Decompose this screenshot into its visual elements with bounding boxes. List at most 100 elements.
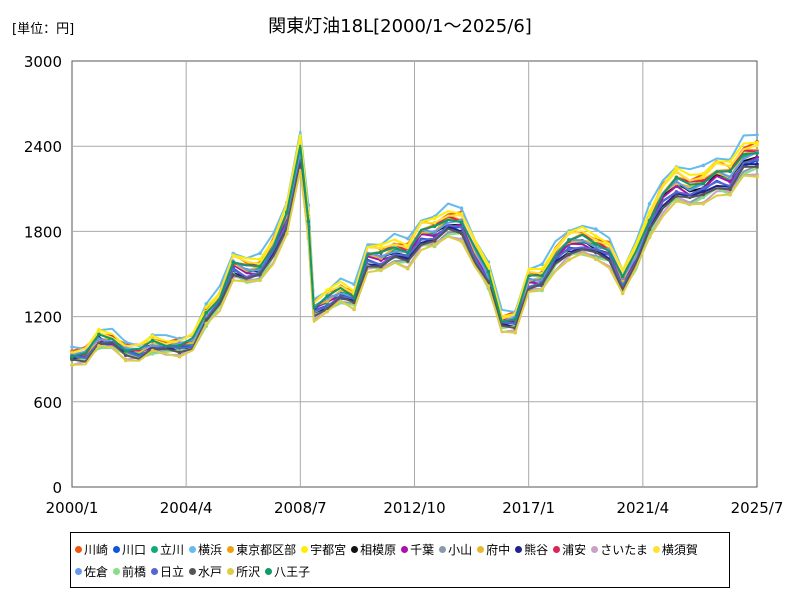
series-point (728, 192, 732, 197)
legend-item: 川口 (113, 538, 146, 560)
y-tick-label: 0 (52, 479, 62, 497)
series-point (150, 348, 155, 353)
legend-label: 東京都区部 (236, 542, 297, 557)
legend-marker-icon (75, 567, 82, 575)
series-point (567, 247, 571, 251)
series-point (432, 243, 437, 247)
series-point (379, 265, 383, 269)
series-point (325, 299, 330, 304)
chart-title: 関東灯油18L[2000/1～2025/6] (268, 16, 532, 37)
series-point (325, 309, 330, 314)
legend-item: 川崎 (75, 538, 108, 560)
series-point (594, 234, 598, 238)
x-tick-label: 2000/1 (46, 499, 99, 517)
legend-marker-icon (401, 545, 409, 553)
series-point (70, 357, 74, 362)
legend-label: 佐倉 (84, 564, 109, 579)
series-point (325, 294, 330, 298)
series-point (540, 262, 544, 267)
series-point (432, 216, 437, 220)
series-point (432, 239, 437, 243)
legend-item: 横浜 (189, 538, 222, 560)
series-point (540, 274, 544, 278)
series-point (755, 162, 759, 166)
legend-label: 水戸 (198, 564, 223, 579)
series-point (459, 206, 464, 210)
legend-label: 八王子 (274, 564, 311, 579)
legend-label: 横浜 (198, 542, 223, 557)
series-point (594, 247, 598, 251)
series-point (755, 174, 759, 179)
series-point (97, 337, 101, 341)
series-point (285, 231, 289, 236)
legend-item: 府中 (477, 538, 510, 560)
series-point (352, 295, 356, 300)
legend-item: 小山 (439, 538, 472, 560)
series-point (406, 251, 410, 255)
series-point (567, 231, 571, 236)
legend-marker-icon (515, 545, 523, 553)
series-point (701, 195, 706, 200)
legend-marker-icon (151, 545, 159, 553)
series-point (701, 181, 706, 186)
series-point (352, 307, 356, 312)
series-point (150, 334, 155, 338)
series-point (231, 278, 235, 283)
series-point (459, 213, 464, 217)
series-point (70, 355, 74, 359)
x-tick-label: 2008/7 (274, 499, 327, 517)
series-point (432, 220, 437, 225)
legend-label: 相模原 (360, 542, 397, 557)
series-point (123, 353, 128, 358)
series-point (674, 166, 679, 170)
legend-label: 千葉 (410, 542, 435, 557)
series-point (647, 235, 652, 240)
series-point (728, 169, 732, 174)
x-tick-label: 2004/4 (160, 499, 213, 517)
legend-item: 佐倉 (75, 560, 108, 582)
x-tick-label: 2021/4 (616, 499, 669, 517)
series-point (258, 264, 262, 269)
series-point (123, 358, 128, 363)
series-point (97, 332, 101, 337)
series-point (674, 179, 679, 184)
series-point (406, 236, 410, 241)
series-point (701, 202, 706, 206)
legend-marker-icon (553, 545, 561, 553)
series-point (123, 349, 128, 353)
series-point (594, 227, 598, 231)
series-point (352, 300, 356, 305)
series-point (285, 210, 289, 214)
series-point (325, 290, 330, 294)
legend-label: 日立 (160, 564, 185, 579)
series-point (594, 250, 598, 254)
series-point (701, 192, 706, 197)
legend-item: さいたま (591, 538, 648, 560)
series-point (379, 250, 383, 254)
series-point (620, 278, 625, 283)
series-point (177, 350, 182, 355)
series-point (231, 260, 235, 265)
series-point (123, 340, 128, 344)
legend-label: 立川 (160, 542, 185, 557)
series-point (755, 141, 759, 145)
series-point (177, 355, 182, 359)
y-tick-label: 1800 (24, 223, 62, 241)
series-point (540, 282, 544, 286)
series-point (540, 267, 544, 271)
series-point (701, 163, 706, 168)
legend-marker-icon (75, 545, 82, 553)
series-point (567, 238, 571, 242)
series-point (728, 164, 732, 168)
series-point (701, 186, 706, 191)
legend-marker-icon (227, 567, 235, 575)
legend-marker-icon (265, 567, 273, 575)
series-point (701, 190, 706, 194)
series-point (204, 318, 209, 322)
y-tick-label: 3000 (24, 53, 62, 71)
series-point (567, 258, 571, 262)
legend-marker-icon (351, 545, 359, 553)
legend-marker-icon (189, 545, 197, 553)
legend-label: 熊谷 (524, 542, 549, 557)
series-point (674, 199, 679, 203)
